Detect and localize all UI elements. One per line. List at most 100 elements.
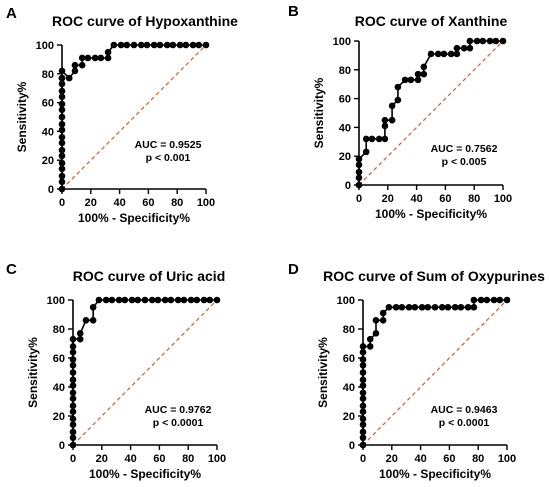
roc-point: [405, 303, 413, 311]
roc-point: [69, 389, 77, 397]
reference-line: [72, 299, 218, 446]
y-tick-label: 80: [343, 324, 355, 336]
x-tick-label: 20: [382, 193, 394, 205]
roc-point: [483, 296, 491, 304]
roc-point: [359, 356, 367, 363]
x-axis-label: 100% - Specificity%: [78, 211, 190, 225]
p-value-label: p < 0.0001: [153, 417, 204, 429]
auc-label: AUC = 0.9762: [145, 404, 212, 416]
roc-point: [394, 96, 402, 104]
roc-point: [117, 41, 125, 49]
roc-point: [447, 50, 455, 58]
x-tick-label: 60: [443, 453, 455, 465]
roc-point: [372, 330, 380, 337]
roc-point: [69, 441, 77, 449]
roc-point: [355, 181, 363, 189]
x-axis-label: 100% - Specificity%: [375, 207, 487, 221]
roc-point: [58, 152, 66, 160]
roc-point: [69, 348, 77, 356]
roc-point: [355, 174, 363, 182]
auc-label: AUC = 0.7562: [431, 143, 498, 155]
roc-point: [359, 395, 367, 402]
roc-point: [69, 408, 77, 415]
roc-point: [182, 41, 190, 49]
roc-point: [490, 296, 498, 304]
roc-point: [359, 421, 367, 429]
roc-panel-d: D ROC curve of Sum of Oxypurines 00 20 20 40 4…: [288, 261, 545, 481]
y-axis-label: Sensitivity%: [26, 337, 40, 408]
roc-point: [65, 74, 73, 82]
panel-label: D: [288, 261, 299, 278]
x-tick-label: 100: [208, 453, 226, 465]
roc-point: [418, 303, 426, 311]
y-tick-label: 100: [47, 295, 65, 307]
roc-point: [453, 44, 461, 52]
roc-point: [134, 296, 142, 304]
roc-point: [58, 100, 66, 108]
roc-point: [76, 330, 84, 337]
roc-point: [58, 146, 66, 154]
roc-point: [466, 37, 474, 45]
roc-point: [486, 37, 494, 45]
x-tick-label: 100: [498, 453, 516, 465]
roc-point: [431, 303, 439, 311]
y-tick-label: 40: [343, 382, 355, 394]
panel-label: C: [6, 261, 17, 278]
roc-point: [440, 50, 448, 58]
x-tick-label: 60: [153, 453, 165, 465]
roc-point: [123, 41, 131, 49]
roc-point: [58, 120, 66, 128]
roc-point: [137, 41, 145, 49]
roc-point: [69, 421, 77, 429]
roc-point: [163, 41, 171, 49]
roc-point: [58, 172, 66, 180]
roc-point: [444, 303, 452, 311]
chart-title: ROC curve of Xanthine: [355, 13, 508, 29]
roc-point: [362, 148, 370, 156]
roc-point: [424, 303, 432, 311]
y-axis-label: Sensitivity%: [15, 81, 29, 152]
roc-point: [69, 335, 77, 343]
auc-label: AUC = 0.9463: [431, 404, 498, 416]
roc-point: [362, 135, 370, 143]
roc-point: [58, 178, 66, 186]
roc-point: [174, 296, 182, 304]
roc-point: [499, 37, 507, 45]
roc-point: [58, 159, 66, 167]
roc-point: [466, 44, 474, 52]
roc-point: [102, 296, 110, 304]
roc-point: [213, 296, 221, 304]
x-tick-label: 40: [410, 193, 422, 205]
roc-point: [381, 135, 389, 143]
roc-point: [375, 135, 383, 143]
roc-point: [71, 61, 79, 69]
panel-label: B: [288, 3, 299, 20]
roc-point: [453, 50, 461, 58]
roc-point: [470, 303, 478, 311]
roc-point: [69, 434, 77, 442]
roc-point: [398, 303, 406, 311]
roc-point: [58, 165, 66, 173]
roc-point: [58, 93, 66, 101]
roc-point: [401, 76, 409, 84]
roc-point: [492, 37, 500, 45]
x-tick-label: 60: [439, 193, 451, 205]
x-tick-label: 80: [182, 453, 194, 465]
y-tick-label: 20: [339, 151, 351, 163]
roc-point: [359, 361, 367, 369]
roc-point: [366, 335, 374, 343]
x-tick-label: 60: [142, 197, 154, 209]
y-tick-label: 60: [343, 353, 355, 365]
roc-panel-a: A ROC curve of Hypoxanthine 00 20 20 40 40 60 60…: [6, 5, 238, 225]
roc-point: [368, 135, 376, 143]
y-tick-label: 60: [53, 353, 65, 365]
roc-panel-b: B ROC curve of Xanthine 00 20 20 40 40 60 60 80 80…: [288, 3, 512, 221]
roc-point: [427, 50, 435, 58]
roc-point: [438, 303, 446, 311]
x-tick-label: 80: [472, 453, 484, 465]
x-tick-label: 20: [96, 453, 108, 465]
roc-point: [58, 87, 66, 95]
roc-point: [58, 139, 66, 147]
p-value-label: p < 0.005: [442, 156, 487, 168]
roc-point: [200, 296, 208, 304]
